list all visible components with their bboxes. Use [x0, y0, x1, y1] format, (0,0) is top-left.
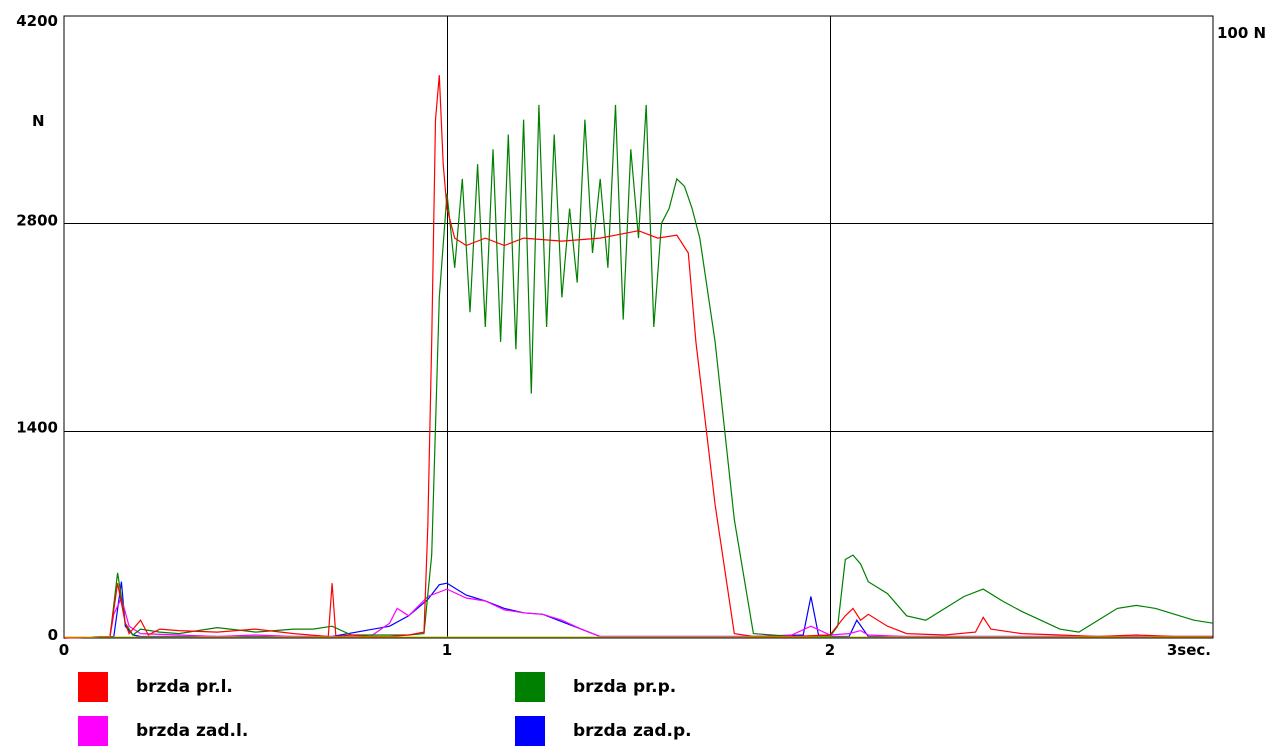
y-tick-label: 4200	[16, 12, 58, 30]
legend-item: brzda zad.p.	[515, 714, 692, 748]
legend-label: brzda pr.l.	[136, 677, 233, 697]
legend-swatch	[78, 716, 108, 746]
x-tick-label: 2	[825, 641, 835, 659]
x-axis-ticks: 0 1 2 3sec.	[59, 641, 1211, 659]
x-tick-label: 3sec.	[1167, 641, 1211, 659]
legend-item: brzda pr.p.	[515, 670, 676, 704]
chart-area: 0 1400 2800 4200 0 1 2 3sec. N 100 N	[16, 12, 1266, 659]
legend-label: brzda zad.p.	[573, 721, 692, 741]
series-line	[63, 588, 1213, 639]
y-tick-label: 1400	[16, 419, 58, 437]
legend-swatch	[515, 716, 545, 746]
legend-item: brzda pr.l.	[78, 670, 233, 704]
legend-swatch	[515, 672, 545, 702]
y-axis-ticks: 0 1400 2800 4200	[16, 12, 58, 644]
y-tick-label: 2800	[16, 211, 58, 229]
y-tick-label: 0	[48, 626, 58, 644]
y-axis-label: N	[32, 112, 45, 130]
series-layer	[63, 75, 1214, 639]
legend-item: brzda zad.l.	[78, 714, 248, 748]
plot-frame	[63, 15, 1214, 639]
series-line	[63, 75, 1213, 639]
legend-swatch	[78, 672, 108, 702]
right-axis-label: 100 N	[1217, 24, 1266, 42]
legend: brzda pr.l. brzda pr.p. brzda zad.l. brz…	[0, 660, 1280, 746]
legend-label: brzda pr.p.	[573, 677, 677, 697]
x-tick-label: 0	[59, 641, 69, 659]
x-tick-label: 1	[442, 641, 452, 659]
grid-lines	[64, 16, 1213, 638]
legend-label: brzda zad.l.	[136, 721, 249, 741]
